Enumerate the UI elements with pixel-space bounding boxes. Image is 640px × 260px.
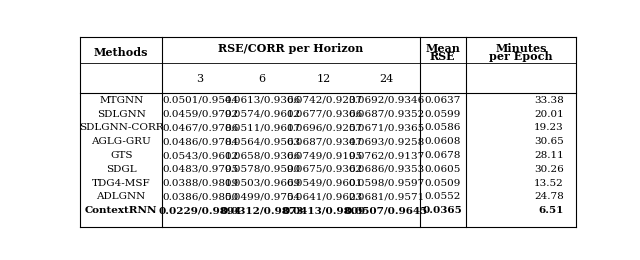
Text: ADLGNN: ADLGNN bbox=[97, 192, 146, 202]
Text: 24.78: 24.78 bbox=[534, 192, 564, 202]
Text: 0.0388/0.9819: 0.0388/0.9819 bbox=[162, 179, 238, 188]
Text: 0.0574/0.9612: 0.0574/0.9612 bbox=[224, 109, 300, 119]
Text: 0.0578/0.9590: 0.0578/0.9590 bbox=[224, 165, 300, 174]
Text: 0.0564/0.9563: 0.0564/0.9563 bbox=[224, 137, 300, 146]
Text: 0.0552: 0.0552 bbox=[424, 192, 461, 202]
Text: 0.0501/0.9544: 0.0501/0.9544 bbox=[162, 96, 238, 105]
Text: RSE/CORR per Horizon: RSE/CORR per Horizon bbox=[218, 43, 364, 54]
Text: 0.0365: 0.0365 bbox=[422, 206, 463, 215]
Text: 0.0386/0.9850: 0.0386/0.9850 bbox=[162, 192, 238, 202]
Text: 0.0641/0.9623: 0.0641/0.9623 bbox=[286, 192, 362, 202]
Text: 19.23: 19.23 bbox=[534, 124, 564, 132]
Text: 0.0543/0.9612: 0.0543/0.9612 bbox=[162, 151, 238, 160]
Text: TDG4-MSF: TDG4-MSF bbox=[92, 179, 150, 188]
Text: 0.0671/0.9365: 0.0671/0.9365 bbox=[348, 124, 424, 132]
Text: GTS: GTS bbox=[110, 151, 132, 160]
Text: 6: 6 bbox=[259, 74, 266, 84]
Text: 0.0511/0.9617: 0.0511/0.9617 bbox=[224, 124, 300, 132]
Text: AGLG-GRU: AGLG-GRU bbox=[92, 137, 151, 146]
Text: 0.0687/0.9347: 0.0687/0.9347 bbox=[286, 137, 362, 146]
Text: 28.11: 28.11 bbox=[534, 151, 564, 160]
Text: 0.0696/0.9257: 0.0696/0.9257 bbox=[286, 124, 362, 132]
Text: SDLGNN: SDLGNN bbox=[97, 109, 146, 119]
Text: 0.0599: 0.0599 bbox=[424, 109, 461, 119]
Text: 0.0509: 0.0509 bbox=[424, 179, 461, 188]
Text: Methods: Methods bbox=[94, 47, 148, 58]
Text: 33.38: 33.38 bbox=[534, 96, 564, 105]
Text: 0.0507/0.9645: 0.0507/0.9645 bbox=[344, 206, 428, 215]
Text: 0.0483/0.9795: 0.0483/0.9795 bbox=[162, 165, 238, 174]
Text: 0.0499/0.9754: 0.0499/0.9754 bbox=[224, 192, 300, 202]
Text: 0.0312/0.9873: 0.0312/0.9873 bbox=[220, 206, 303, 215]
Text: 0.0598/0.9597: 0.0598/0.9597 bbox=[348, 179, 424, 188]
Text: 20.01: 20.01 bbox=[534, 109, 564, 119]
Text: 0.0467/0.9786: 0.0467/0.9786 bbox=[162, 124, 238, 132]
Text: 3: 3 bbox=[196, 74, 204, 84]
Text: 0.0503/0.9669: 0.0503/0.9669 bbox=[224, 179, 300, 188]
Text: per Epoch: per Epoch bbox=[489, 51, 553, 62]
Text: 0.0486/0.9784: 0.0486/0.9784 bbox=[162, 137, 238, 146]
Text: RSE: RSE bbox=[430, 51, 456, 62]
Text: 0.0681/0.9571: 0.0681/0.9571 bbox=[348, 192, 424, 202]
Text: 30.65: 30.65 bbox=[534, 137, 564, 146]
Text: 0.0678: 0.0678 bbox=[424, 151, 461, 160]
Text: 30.26: 30.26 bbox=[534, 165, 564, 174]
Text: 0.0413/0.9809: 0.0413/0.9809 bbox=[282, 206, 365, 215]
Text: 0.0586: 0.0586 bbox=[424, 124, 461, 132]
Text: 0.0686/0.9353: 0.0686/0.9353 bbox=[348, 165, 424, 174]
Text: 0.0762/0.9137: 0.0762/0.9137 bbox=[348, 151, 424, 160]
Text: SDGL: SDGL bbox=[106, 165, 136, 174]
Text: 0.0675/0.9362: 0.0675/0.9362 bbox=[286, 165, 362, 174]
Text: 0.0637: 0.0637 bbox=[424, 96, 461, 105]
Text: 0.0608: 0.0608 bbox=[424, 137, 461, 146]
Text: 0.0749/0.9195: 0.0749/0.9195 bbox=[286, 151, 362, 160]
Text: MTGNN: MTGNN bbox=[99, 96, 143, 105]
Text: 0.0742/0.9237: 0.0742/0.9237 bbox=[286, 96, 362, 105]
Text: ContextRNN: ContextRNN bbox=[85, 206, 157, 215]
Text: 6.51: 6.51 bbox=[538, 206, 564, 215]
Text: 12: 12 bbox=[317, 74, 331, 84]
Text: 0.0549/0.9601: 0.0549/0.9601 bbox=[286, 179, 362, 188]
Text: 0.0605: 0.0605 bbox=[424, 165, 461, 174]
Text: 24: 24 bbox=[379, 74, 393, 84]
Text: 13.52: 13.52 bbox=[534, 179, 564, 188]
Text: 0.0658/0.9366: 0.0658/0.9366 bbox=[224, 151, 300, 160]
Text: 0.0687/0.9352: 0.0687/0.9352 bbox=[348, 109, 424, 119]
Text: Mean: Mean bbox=[425, 43, 460, 54]
Text: 0.0613/0.9366: 0.0613/0.9366 bbox=[224, 96, 300, 105]
Text: 0.0677/0.9366: 0.0677/0.9366 bbox=[286, 109, 362, 119]
Text: SDLGNN-CORR: SDLGNN-CORR bbox=[79, 124, 163, 132]
Text: 0.0693/0.9258: 0.0693/0.9258 bbox=[348, 137, 424, 146]
Text: 0.0229/0.9894: 0.0229/0.9894 bbox=[159, 206, 241, 215]
Text: Minutes: Minutes bbox=[495, 43, 547, 54]
Text: 0.0459/0.9792: 0.0459/0.9792 bbox=[162, 109, 238, 119]
Text: 0.0692/0.9346: 0.0692/0.9346 bbox=[348, 96, 424, 105]
